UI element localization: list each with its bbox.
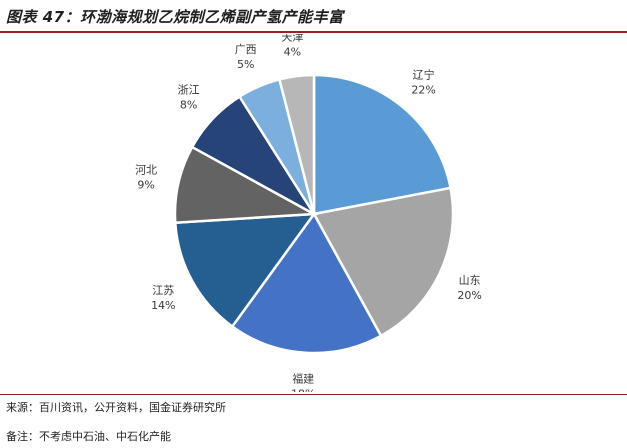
slice-category-label: 广西 [235,43,257,56]
pie-slice-3 [230,211,383,355]
pie-slice-2 [312,186,455,338]
figure-header: 图表 47：环渤海规划乙烷制乙烯副产氢产能丰富 [0,0,627,33]
remark-note: 备注：不考虑中石油、中石化产能 [6,430,171,443]
source-note: 来源：百川资讯，公开资料，国金证券研究所 [6,401,226,414]
slice-value-label: 22% [411,84,435,97]
slice-category-label: 河北 [135,164,157,177]
slice-category-label: 辽宁 [413,68,435,82]
pie-slice-5 [173,145,319,225]
slice-value-label: 14% [151,299,175,312]
footer-divider [0,394,627,395]
slice-value-label: 18% [291,388,315,392]
slice-value-label: 8% [180,98,197,111]
slice-category-label: 山东 [459,274,481,287]
slice-category-label: 福建 [292,372,314,386]
slice-value-label: 5% [237,58,254,71]
pie-slice-1 [312,73,453,216]
pie-slice-8 [277,73,316,215]
figure-title: 图表 47：环渤海规划乙烷制乙烯副产氢产能丰富 [6,8,344,26]
slice-category-label: 江苏 [152,284,174,297]
slice-category-label: 天津 [281,34,303,43]
slice-value-label: 20% [457,289,481,302]
slice-category-label: 浙江 [178,83,200,96]
chart-area: 辽宁 22% 山东 20% 福建 18% 江苏 14% 河北 9% 浙江 8% 广西 5% 天津 4% [0,34,627,392]
pie-labels: 辽宁 22% 山东 20% 福建 18% 江苏 14% 河北 9% 浙江 8% 广西 5% 天津 4% [135,34,482,392]
title-divider [0,31,627,33]
slice-value-label: 9% [137,179,154,192]
pie-slice-4 [173,212,317,329]
pie-chart: 辽宁 22% 山东 20% 福建 18% 江苏 14% 河北 9% 浙江 8% 广西 5% 天津 4% [135,34,482,392]
slice-value-label: 4% [284,45,301,58]
pie-slices [173,73,455,355]
